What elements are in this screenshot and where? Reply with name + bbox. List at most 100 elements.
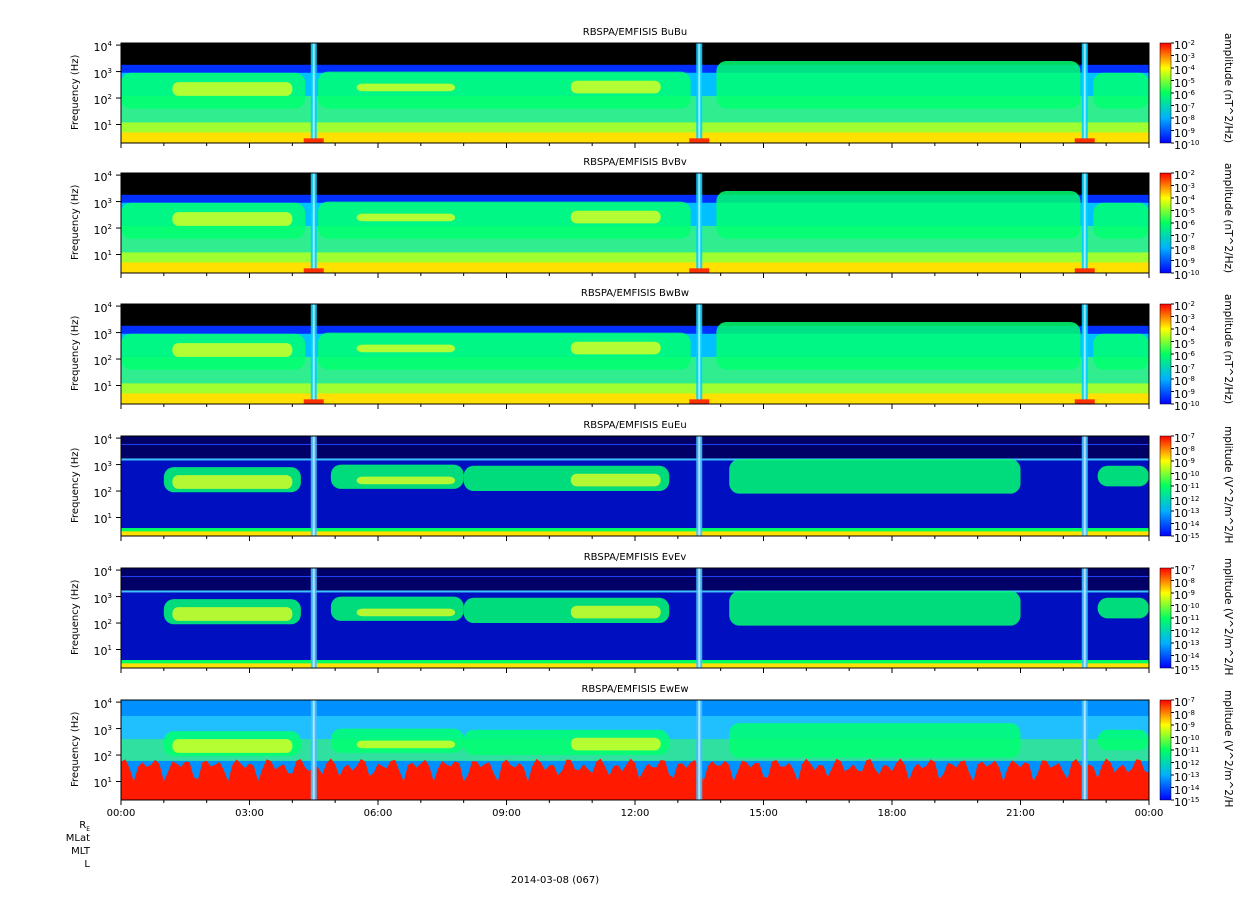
colorbar-tick-label: 10-9 [1174,457,1195,470]
y-tick-label: 101 [93,512,112,527]
colorbar-tick-label: 10-2 [1174,39,1195,52]
colorbar-tick-label: 10-7 [1174,432,1195,445]
colorbar-tick-label: 10-9 [1174,387,1195,401]
y-tick-label: 103 [93,459,112,474]
colorbar-tick-label: 10-5 [1174,337,1195,351]
ephemeris-mlt-label: MLT [71,846,90,857]
colorbar-tick-label: 10-9 [1174,256,1195,270]
x-tick-label: 15:00 [749,808,778,819]
colorbar-tick-label: 10-8 [1174,244,1195,257]
colorbar-tick-label: 10-4 [1174,194,1195,207]
colorbar-tick-label: 10-4 [1174,64,1195,77]
colorbar-tick-label: 10-11 [1174,482,1200,495]
colorbar-label: amplitude (nT^2/Hz) [1222,294,1234,405]
colorbar-tick-label: 10-14 [1174,651,1200,665]
spectrogram-panel-3 [116,303,1174,409]
colorbar-tick-label: 10-8 [1174,708,1195,722]
y-tick-label: 101 [93,644,112,659]
colorbar-tick-label: 10-11 [1174,614,1200,627]
colorbar-tick-label: 10-15 [1174,664,1200,677]
colorbar-label: mplitude (V^2/m^2/H [1222,426,1234,544]
colorbar-tick-label: 10-10 [1174,469,1200,483]
y-tick-label: 102 [93,93,112,108]
colorbar-1 [1159,42,1172,144]
colorbar-tick-label: 10-15 [1174,532,1200,545]
ephemeris-mlat-label: MLat [65,833,90,844]
x-tick-label: 12:00 [620,808,650,819]
ephemeris-l-label: L [84,859,90,870]
y-tick-label: 102 [93,618,112,633]
y-tick-label: 102 [93,486,112,501]
panel-title: RBSPA/EMFISIS BuBu [582,27,688,38]
spectrogram-panel-1 [116,42,1174,148]
y-tick-label: 102 [93,354,112,369]
colorbar-4 [1159,435,1172,537]
colorbar-tick-label: 10-7 [1174,696,1195,709]
colorbar-tick-label: 10-8 [1174,114,1195,127]
colorbar-tick-label: 10-6 [1174,219,1195,232]
colorbar-6 [1159,699,1172,801]
colorbar-tick-label: 10-3 [1174,312,1195,326]
colorbar-tick-label: 10-7 [1174,231,1195,245]
x-tick-label: 00:00 [106,808,136,819]
y-tick-label: 101 [93,119,112,134]
y-tick-label: 103 [93,196,112,211]
colorbar-label: mplitude (V^2/m^2/H [1222,558,1234,676]
x-tick-label: 18:00 [877,808,907,819]
panel-title: RBSPA/EMFISIS EvEv [583,552,687,563]
x-tick-label: 21:00 [1006,808,1035,819]
colorbar-tick-label: 10-8 [1174,444,1195,458]
colorbar-tick-label: 10-7 [1174,564,1195,577]
colorbar-tick-label: 10-14 [1174,519,1200,533]
panel-title: RBSPA/EMFISIS BvBv [583,157,687,168]
spectrogram-panel-5 [116,567,1174,673]
colorbar-tick-label: 10-8 [1174,576,1195,590]
colorbar-tick-label: 10-2 [1174,300,1195,313]
spectrogram-panel-4 [116,435,1174,541]
spectrogram-panel-2 [116,172,1174,278]
y-tick-label: 103 [93,66,112,81]
colorbar-tick-label: 10-10 [1174,139,1200,152]
y-tick-label: 104 [93,433,112,448]
colorbar-label: mplitude (V^2/m^2/H [1222,690,1234,808]
date-label: 2014-03-08 (067) [510,875,600,886]
y-tick-label: 104 [93,697,112,712]
colorbar-tick-label: 10-9 [1174,589,1195,602]
colorbar-tick-label: 10-12 [1174,758,1200,772]
colorbar-tick-label: 10-10 [1174,400,1200,413]
colorbar-tick-label: 10-2 [1174,169,1195,182]
panel-title: RBSPA/EMFISIS EuEu [583,420,687,431]
y-tick-label: 101 [93,380,112,395]
colorbar-tick-label: 10-13 [1174,507,1200,520]
colorbar-tick-label: 10-12 [1174,626,1200,640]
colorbar-tick-label: 10-6 [1174,350,1195,363]
colorbar-tick-label: 10-5 [1174,206,1195,220]
y-tick-label: 102 [93,750,112,765]
y-tick-label: 104 [93,170,112,185]
spectrogram-panel-6 [116,699,1174,805]
colorbar-2 [1159,172,1172,274]
colorbar-tick-label: 10-9 [1174,721,1195,734]
ephemeris-re-label: RE [79,820,90,833]
x-tick-label: 03:00 [235,808,264,819]
colorbar-label: amplitude (nT^2/Hz) [1222,33,1234,144]
x-tick-label: 00:00 [1134,808,1164,819]
y-tick-label: 101 [93,776,112,791]
colorbar-tick-label: 10-5 [1174,76,1195,90]
colorbar-tick-label: 10-3 [1174,51,1195,65]
colorbar-tick-label: 10-6 [1174,89,1195,102]
colorbar-tick-label: 10-10 [1174,601,1200,615]
y-tick-label: 103 [93,327,112,342]
colorbar-tick-label: 10-14 [1174,783,1200,797]
colorbar-tick-label: 10-4 [1174,325,1195,338]
y-tick-label: 104 [93,40,112,55]
colorbar-tick-label: 10-15 [1174,796,1200,809]
colorbar-tick-label: 10-9 [1174,126,1195,140]
colorbar-tick-label: 10-7 [1174,362,1195,376]
y-tick-label: 102 [93,223,112,238]
colorbar-tick-label: 10-11 [1174,746,1200,759]
colorbar-tick-label: 10-8 [1174,375,1195,388]
colorbar-tick-label: 10-7 [1174,101,1195,115]
y-tick-label: 104 [93,565,112,580]
